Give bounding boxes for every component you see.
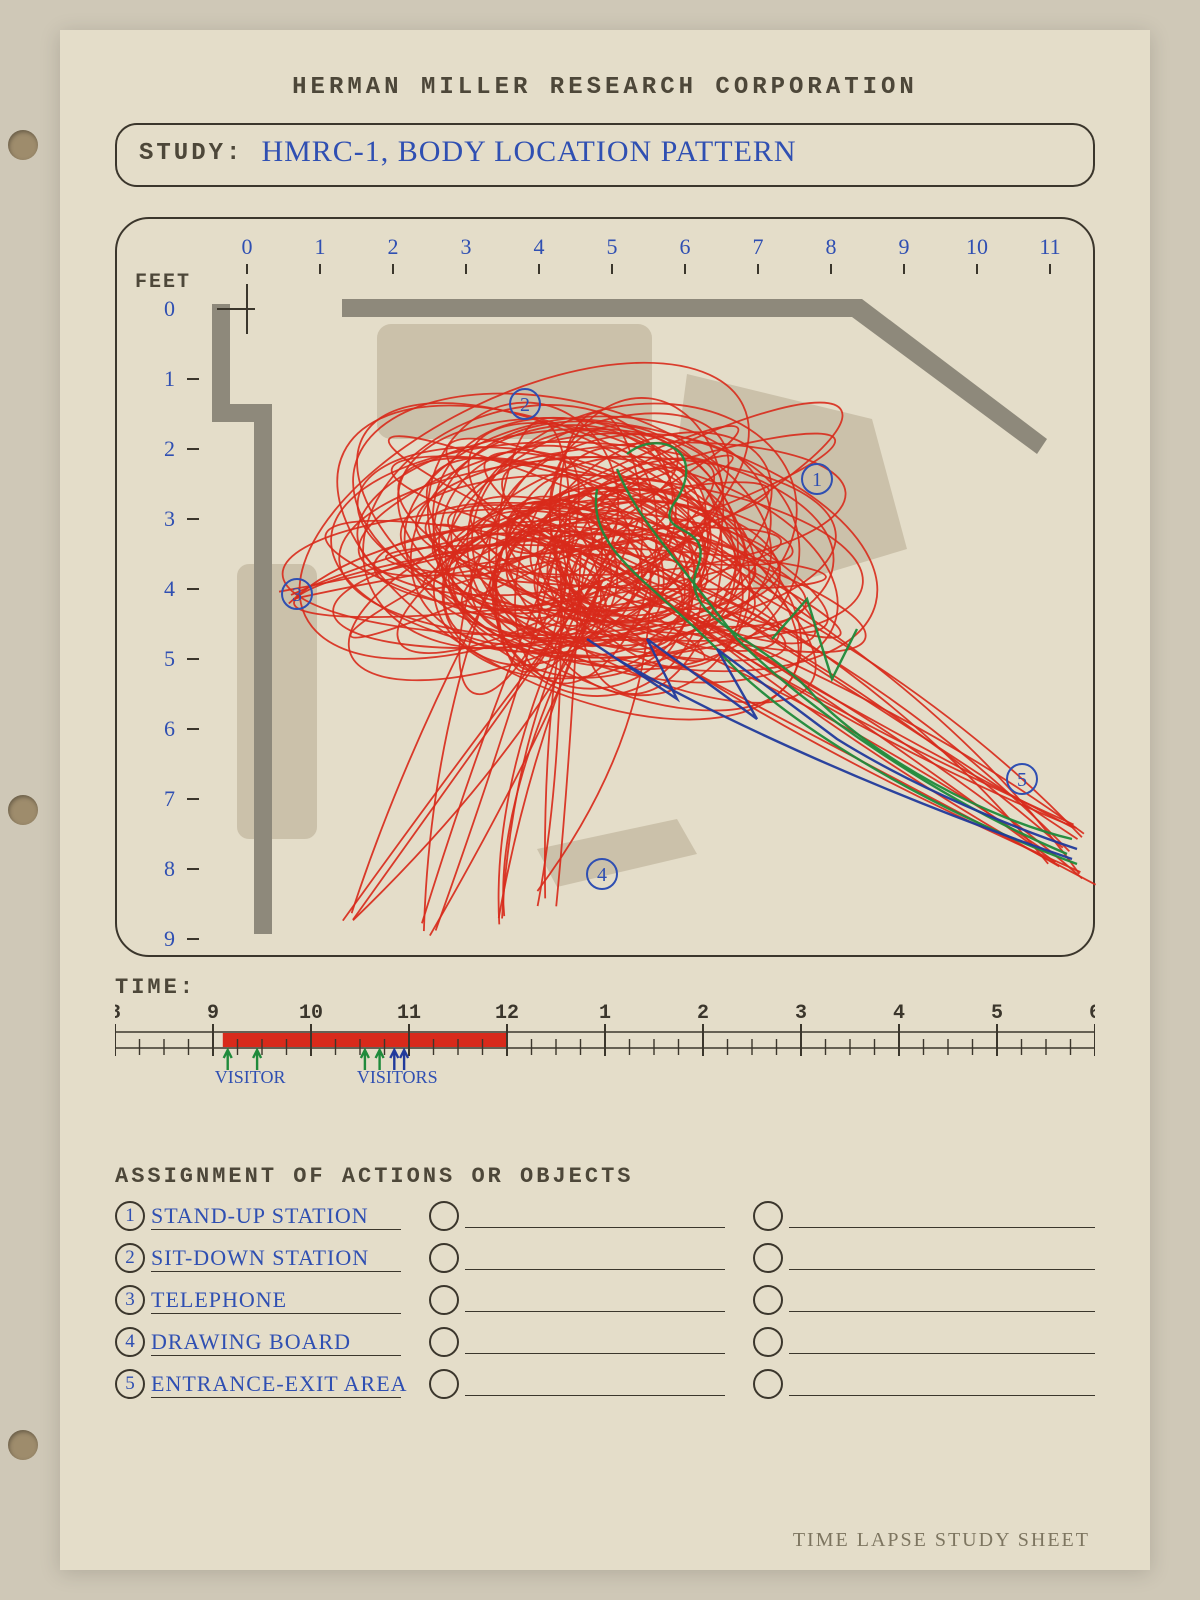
svg-text:3: 3: [795, 1004, 807, 1025]
svg-text:3: 3: [461, 234, 472, 259]
svg-text:5: 5: [164, 646, 175, 671]
svg-text:1: 1: [164, 366, 175, 391]
svg-text:2: 2: [520, 394, 530, 416]
svg-text:11: 11: [397, 1004, 421, 1025]
assignments-block: 1STAND-UP STATION2SIT-DOWN STATION3TELEP…: [115, 1195, 1095, 1405]
assignment-blank-line: [465, 1246, 725, 1270]
assignment-blank-line: [465, 1288, 725, 1312]
svg-text:2: 2: [388, 234, 399, 259]
assignment-blank-circle: [429, 1369, 459, 1399]
study-prefix: STUDY:: [139, 140, 243, 167]
punch-hole: [8, 130, 38, 160]
assignment-row: 1STAND-UP STATION: [115, 1195, 1095, 1237]
assignment-number: 1: [115, 1201, 145, 1231]
assignment-blank-circle: [429, 1243, 459, 1273]
svg-text:9: 9: [207, 1004, 219, 1025]
svg-text:6: 6: [164, 716, 175, 741]
punch-hole: [8, 795, 38, 825]
assignment-blank-line: [465, 1372, 725, 1396]
assignment-number: 4: [115, 1327, 145, 1357]
assignment-row: 3TELEPHONE: [115, 1279, 1095, 1321]
assignments-title: ASSIGNMENT OF ACTIONS OR OBJECTS: [115, 1164, 1095, 1189]
svg-text:5: 5: [991, 1004, 1003, 1025]
svg-text:10: 10: [966, 234, 988, 259]
assignment-number: 3: [115, 1285, 145, 1315]
assignment-blank-circle: [753, 1285, 783, 1315]
svg-text:6: 6: [1089, 1004, 1095, 1025]
assignment-blank-line: [789, 1330, 1095, 1354]
svg-text:8: 8: [115, 1004, 121, 1025]
svg-text:5: 5: [1017, 769, 1027, 791]
assignment-blank-circle: [429, 1285, 459, 1315]
svg-text:4: 4: [597, 864, 607, 886]
svg-text:0: 0: [164, 296, 175, 321]
svg-text:0: 0: [242, 234, 253, 259]
svg-text:7: 7: [164, 786, 175, 811]
assignment-blank-circle: [753, 1327, 783, 1357]
assignment-blank-line: [789, 1372, 1095, 1396]
svg-text:5: 5: [607, 234, 618, 259]
assignment-blank-line: [789, 1204, 1095, 1228]
svg-text:1: 1: [599, 1004, 611, 1025]
assignment-blank-circle: [753, 1243, 783, 1273]
svg-text:7: 7: [753, 234, 764, 259]
svg-text:1: 1: [315, 234, 326, 259]
svg-text:12: 12: [495, 1004, 519, 1025]
footer-note: TIME LAPSE STUDY SHEET: [793, 1529, 1090, 1552]
assignment-row: 4DRAWING BOARD: [115, 1321, 1095, 1363]
assignment-blank-circle: [429, 1327, 459, 1357]
floor-plan-svg: 0 1 2 3 4 5 6 7 8 9 10 11 0 1 2 3 4 5 6 7 8 9 1 2 3 4 5: [117, 219, 1097, 959]
timeline-section: TIME: 89101112123456 VISITORVISITORS: [115, 975, 1095, 1074]
study-sheet: HERMAN MILLER RESEARCH CORPORATION STUDY…: [60, 30, 1150, 1570]
svg-text:8: 8: [826, 234, 837, 259]
svg-text:1: 1: [812, 469, 822, 491]
assignment-label: DRAWING BOARD: [151, 1329, 401, 1356]
study-value: HMRC-1, BODY LOCATION PATTERN: [261, 135, 796, 168]
svg-text:4: 4: [534, 234, 545, 259]
svg-text:9: 9: [164, 926, 175, 951]
assignment-number: 5: [115, 1369, 145, 1399]
svg-text:6: 6: [680, 234, 691, 259]
timeline-label: TIME:: [115, 975, 1095, 1000]
assignment-label: STAND-UP STATION: [151, 1203, 401, 1230]
svg-text:2: 2: [164, 436, 175, 461]
timeline-svg: 89101112123456: [115, 1004, 1095, 1074]
assignment-blank-line: [465, 1330, 725, 1354]
svg-text:4: 4: [164, 576, 175, 601]
assignment-blank-circle: [753, 1201, 783, 1231]
svg-text:11: 11: [1039, 234, 1060, 259]
study-title-box: STUDY: HMRC-1, BODY LOCATION PATTERN: [115, 123, 1095, 187]
svg-text:9: 9: [899, 234, 910, 259]
assignment-label: SIT-DOWN STATION: [151, 1245, 401, 1272]
assignment-blank-circle: [753, 1369, 783, 1399]
svg-text:3: 3: [164, 506, 175, 531]
assignment-blank-line: [789, 1288, 1095, 1312]
assignment-number: 2: [115, 1243, 145, 1273]
assignment-row: 5ENTRANCE-EXIT AREA: [115, 1363, 1095, 1405]
punch-hole: [8, 1430, 38, 1460]
assignment-blank-line: [465, 1204, 725, 1228]
assignment-blank-line: [789, 1246, 1095, 1270]
svg-text:10: 10: [299, 1004, 323, 1025]
svg-text:4: 4: [893, 1004, 905, 1025]
assignment-label: TELEPHONE: [151, 1287, 401, 1314]
floor-plan: FEET 01234567891011012345678912345: [115, 217, 1095, 957]
corporation-title: HERMAN MILLER RESEARCH CORPORATION: [60, 74, 1150, 101]
visitor-label: VISITORS: [357, 1067, 438, 1088]
assignment-label: ENTRANCE-EXIT AREA: [151, 1371, 401, 1398]
assignment-blank-circle: [429, 1201, 459, 1231]
svg-text:3: 3: [292, 584, 302, 606]
svg-text:2: 2: [697, 1004, 709, 1025]
visitor-label: VISITOR: [215, 1067, 286, 1088]
assignment-row: 2SIT-DOWN STATION: [115, 1237, 1095, 1279]
svg-text:8: 8: [164, 856, 175, 881]
